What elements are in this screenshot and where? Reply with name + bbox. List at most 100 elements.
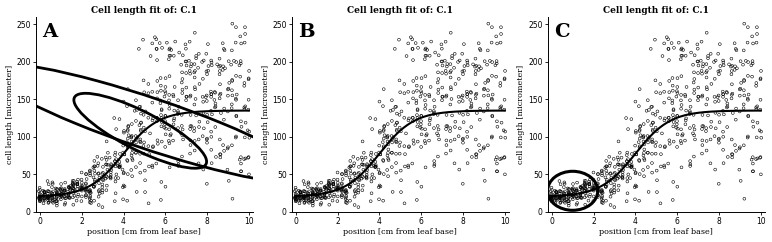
Point — [554, 196, 566, 200]
Point — [415, 114, 428, 118]
Point — [579, 187, 591, 191]
Point — [180, 95, 192, 98]
Point — [453, 111, 466, 115]
Point — [144, 54, 157, 58]
Point — [642, 151, 654, 155]
Point — [407, 96, 419, 100]
Point — [235, 42, 247, 45]
Point — [154, 76, 167, 80]
Point — [646, 105, 659, 109]
Point — [122, 124, 134, 128]
Point — [364, 116, 376, 120]
Point — [110, 180, 122, 183]
Point — [146, 164, 158, 167]
Point — [319, 192, 331, 196]
Point — [562, 192, 574, 196]
Point — [159, 145, 171, 149]
Point — [394, 152, 406, 156]
Point — [290, 195, 302, 199]
Point — [378, 128, 390, 132]
Point — [662, 119, 675, 123]
Point — [713, 93, 725, 97]
Point — [720, 106, 733, 109]
Point — [238, 157, 250, 161]
Point — [69, 190, 81, 194]
Point — [134, 171, 147, 174]
Point — [741, 136, 753, 140]
Point — [159, 122, 171, 126]
Point — [725, 57, 737, 60]
Point — [595, 189, 608, 193]
Point — [83, 200, 96, 204]
Point — [217, 68, 229, 72]
Point — [436, 95, 449, 99]
Point — [214, 93, 226, 97]
Point — [675, 107, 687, 111]
Point — [433, 137, 445, 141]
Point — [235, 169, 247, 173]
Point — [147, 145, 159, 149]
Point — [621, 191, 634, 195]
Point — [578, 186, 591, 190]
Point — [56, 192, 69, 196]
Point — [336, 172, 348, 176]
Point — [110, 173, 123, 176]
Point — [135, 121, 147, 124]
Point — [453, 168, 466, 172]
Point — [226, 78, 239, 82]
Point — [655, 165, 667, 168]
Point — [478, 87, 490, 91]
Point — [377, 158, 389, 162]
Point — [89, 178, 101, 182]
Point — [557, 191, 570, 195]
Point — [683, 109, 696, 113]
Point — [654, 201, 666, 205]
Point — [571, 181, 584, 184]
Point — [213, 72, 225, 76]
Point — [557, 195, 570, 199]
Point — [632, 140, 645, 144]
Point — [38, 197, 50, 201]
Point — [185, 62, 198, 66]
Point — [621, 157, 634, 161]
Point — [638, 151, 650, 155]
Point — [365, 151, 378, 154]
Point — [391, 121, 403, 124]
Point — [311, 192, 323, 196]
Point — [604, 178, 617, 182]
Point — [42, 194, 55, 198]
Point — [499, 130, 511, 134]
Point — [633, 145, 645, 149]
Point — [482, 106, 494, 110]
Point — [159, 185, 171, 189]
Point — [88, 185, 100, 189]
Point — [340, 172, 352, 175]
Point — [461, 59, 473, 62]
Point — [407, 116, 419, 120]
Text: B: B — [298, 23, 315, 41]
Point — [205, 109, 217, 113]
Point — [394, 90, 406, 94]
Point — [209, 105, 222, 108]
Point — [62, 190, 74, 194]
Point — [168, 122, 180, 126]
Point — [357, 158, 369, 162]
Point — [344, 159, 357, 163]
Point — [563, 201, 575, 205]
Point — [50, 191, 63, 195]
Point — [465, 125, 477, 129]
Point — [384, 109, 397, 113]
Point — [185, 138, 197, 142]
Point — [415, 122, 427, 126]
Point — [310, 193, 322, 197]
Point — [137, 78, 150, 82]
Point — [398, 201, 411, 205]
Point — [574, 185, 587, 189]
Point — [578, 195, 591, 199]
Point — [431, 131, 443, 135]
Point — [411, 140, 424, 144]
Point — [112, 176, 124, 180]
Point — [118, 152, 130, 156]
Point — [113, 152, 126, 156]
Point — [42, 195, 54, 199]
